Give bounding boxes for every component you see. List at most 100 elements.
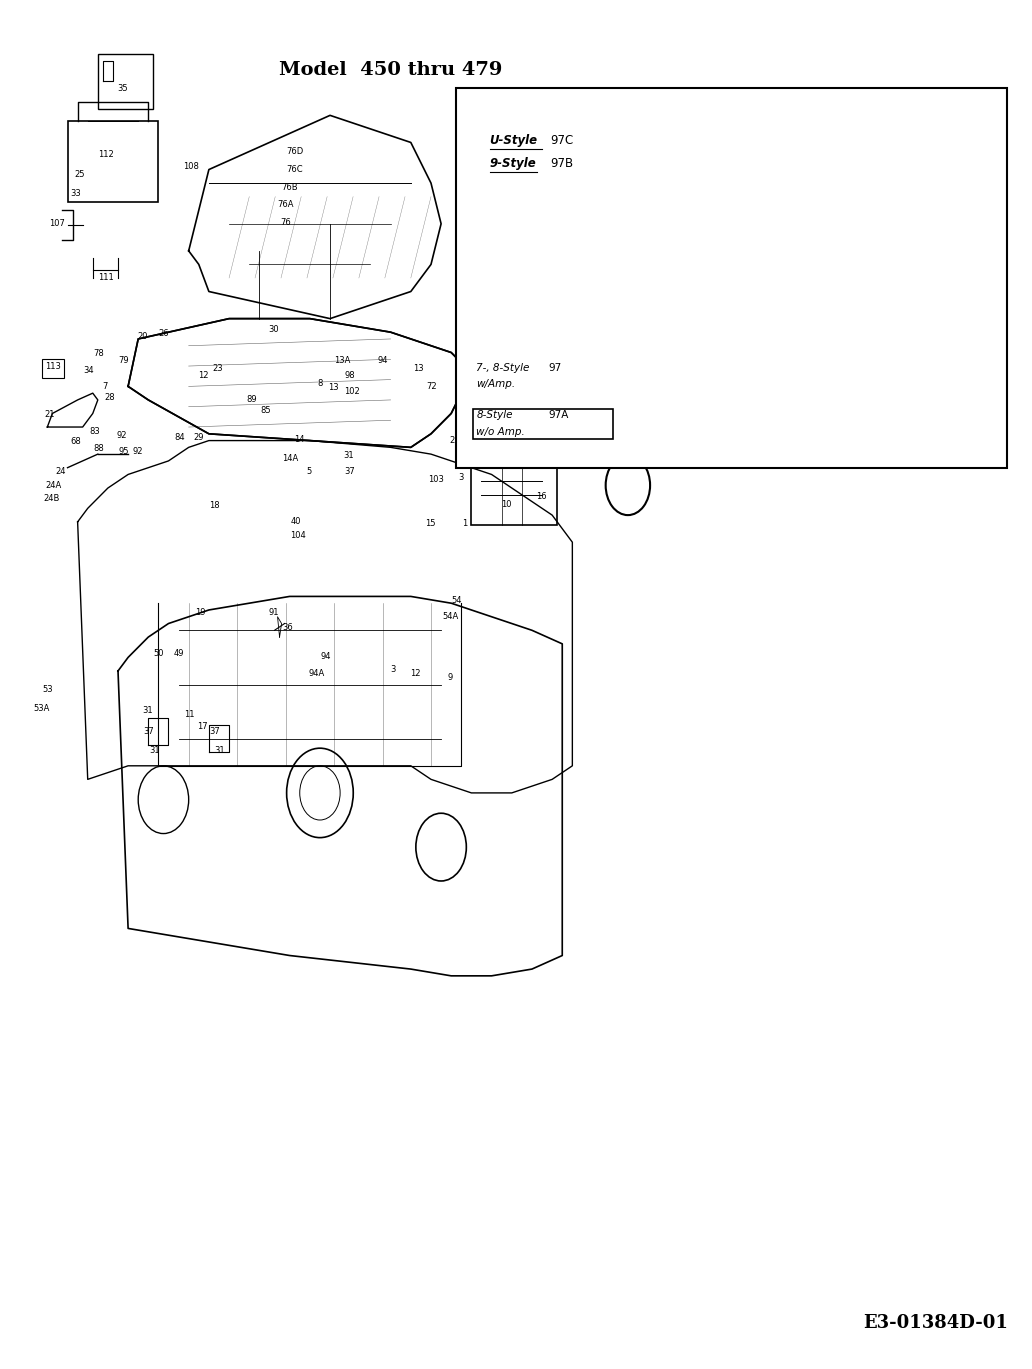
Bar <box>42 359 64 378</box>
Text: 37: 37 <box>209 727 220 737</box>
Text: 76A: 76A <box>278 200 294 209</box>
Text: 37: 37 <box>142 727 154 737</box>
Text: 1: 1 <box>461 519 466 527</box>
Polygon shape <box>582 311 896 389</box>
Text: 31: 31 <box>142 706 153 715</box>
Text: 75A: 75A <box>570 367 585 376</box>
Text: 33: 33 <box>70 189 80 199</box>
Text: 53A: 53A <box>33 705 50 713</box>
Text: 11: 11 <box>185 709 195 719</box>
Text: 54A: 54A <box>442 612 458 622</box>
Text: 30: 30 <box>268 324 279 334</box>
Text: 25.0": 25.0" <box>502 367 524 376</box>
Text: 76C: 76C <box>287 166 303 174</box>
Text: 108: 108 <box>183 163 198 171</box>
Text: 114: 114 <box>617 455 633 464</box>
Text: 8: 8 <box>317 379 323 389</box>
Text: 53: 53 <box>42 686 53 694</box>
Text: 98: 98 <box>345 371 356 381</box>
Text: 9: 9 <box>448 674 453 682</box>
Text: 13: 13 <box>414 364 424 374</box>
Text: 76D: 76D <box>286 148 303 156</box>
Text: 89: 89 <box>246 396 257 404</box>
Text: Model  450 thru 479: Model 450 thru 479 <box>279 62 503 79</box>
Text: 85: 85 <box>260 407 270 415</box>
Text: 96A w/o Amp.: 96A w/o Amp. <box>467 426 526 434</box>
Text: E3-01384D-01: E3-01384D-01 <box>864 1314 1008 1332</box>
Text: 18: 18 <box>208 501 219 511</box>
Text: 94A: 94A <box>309 669 325 678</box>
Text: 26: 26 <box>158 329 169 338</box>
Text: 21: 21 <box>44 411 55 419</box>
Text: 7-, 8-Style: 7-, 8-Style <box>477 363 529 372</box>
Text: 18.5": 18.5" <box>507 349 529 359</box>
Bar <box>98 55 154 108</box>
FancyBboxPatch shape <box>493 415 614 445</box>
Text: w/Amp.: w/Amp. <box>481 408 513 416</box>
Polygon shape <box>118 597 562 976</box>
Text: 92: 92 <box>117 431 127 439</box>
Text: 2: 2 <box>450 437 455 445</box>
Bar <box>764 338 789 361</box>
Text: 73: 73 <box>618 352 630 361</box>
Text: 24: 24 <box>55 467 66 476</box>
Text: 97: 97 <box>548 363 561 372</box>
Text: 84: 84 <box>174 434 185 442</box>
Text: 54: 54 <box>451 596 461 605</box>
Text: 12: 12 <box>198 371 209 381</box>
Text: 10: 10 <box>502 500 512 509</box>
Text: 25: 25 <box>74 171 85 179</box>
Text: U-Style: U-Style <box>489 134 538 146</box>
Text: 20: 20 <box>137 331 148 341</box>
Bar <box>608 330 636 359</box>
Text: 8-Style: 8-Style <box>477 411 513 420</box>
Text: 49: 49 <box>173 649 184 658</box>
Text: 72: 72 <box>426 382 438 392</box>
Bar <box>585 335 611 389</box>
Text: w/Amp.: w/Amp. <box>477 379 516 389</box>
Text: 83: 83 <box>90 427 100 435</box>
Text: 3: 3 <box>458 472 464 482</box>
Text: 13: 13 <box>328 383 338 393</box>
Text: 28: 28 <box>104 393 116 401</box>
Text: 103: 103 <box>428 475 444 485</box>
Text: 14A: 14A <box>283 453 299 463</box>
Text: 78: 78 <box>94 349 104 359</box>
Text: 37: 37 <box>344 467 355 476</box>
Text: 24B: 24B <box>43 494 60 504</box>
Text: 15: 15 <box>425 519 436 527</box>
Text: 24A: 24A <box>45 481 62 490</box>
Text: 73: 73 <box>618 407 630 415</box>
Text: 14: 14 <box>294 435 305 444</box>
Text: 40: 40 <box>290 517 301 527</box>
Text: 50: 50 <box>153 649 164 658</box>
Text: 94: 94 <box>378 356 388 366</box>
Text: 23: 23 <box>213 364 223 374</box>
Text: 112: 112 <box>98 151 114 159</box>
Bar <box>67 120 158 203</box>
Text: 76B: 76B <box>282 182 298 192</box>
Text: 102: 102 <box>345 387 360 396</box>
Text: 34: 34 <box>84 366 94 375</box>
Bar <box>638 338 669 361</box>
Text: 35: 35 <box>118 84 128 93</box>
Text: 9-Style: 9-Style <box>489 156 537 170</box>
Text: 97A: 97A <box>548 411 569 420</box>
Text: 111: 111 <box>98 274 114 282</box>
Text: 7: 7 <box>102 382 107 392</box>
Circle shape <box>690 338 707 359</box>
Text: 3: 3 <box>390 665 395 674</box>
Text: 79: 79 <box>119 356 129 366</box>
Bar <box>608 400 636 430</box>
Text: 36: 36 <box>283 623 293 632</box>
Bar <box>608 346 636 375</box>
Text: 88: 88 <box>94 444 104 453</box>
Text: 31: 31 <box>215 746 225 756</box>
Text: 17: 17 <box>197 721 208 731</box>
Text: 97B: 97B <box>550 156 573 170</box>
Text: 104: 104 <box>290 531 305 539</box>
Text: 31: 31 <box>149 746 160 756</box>
Text: 73: 73 <box>616 334 627 344</box>
Text: 97C: 97C <box>550 134 574 146</box>
Text: 12: 12 <box>410 669 420 678</box>
